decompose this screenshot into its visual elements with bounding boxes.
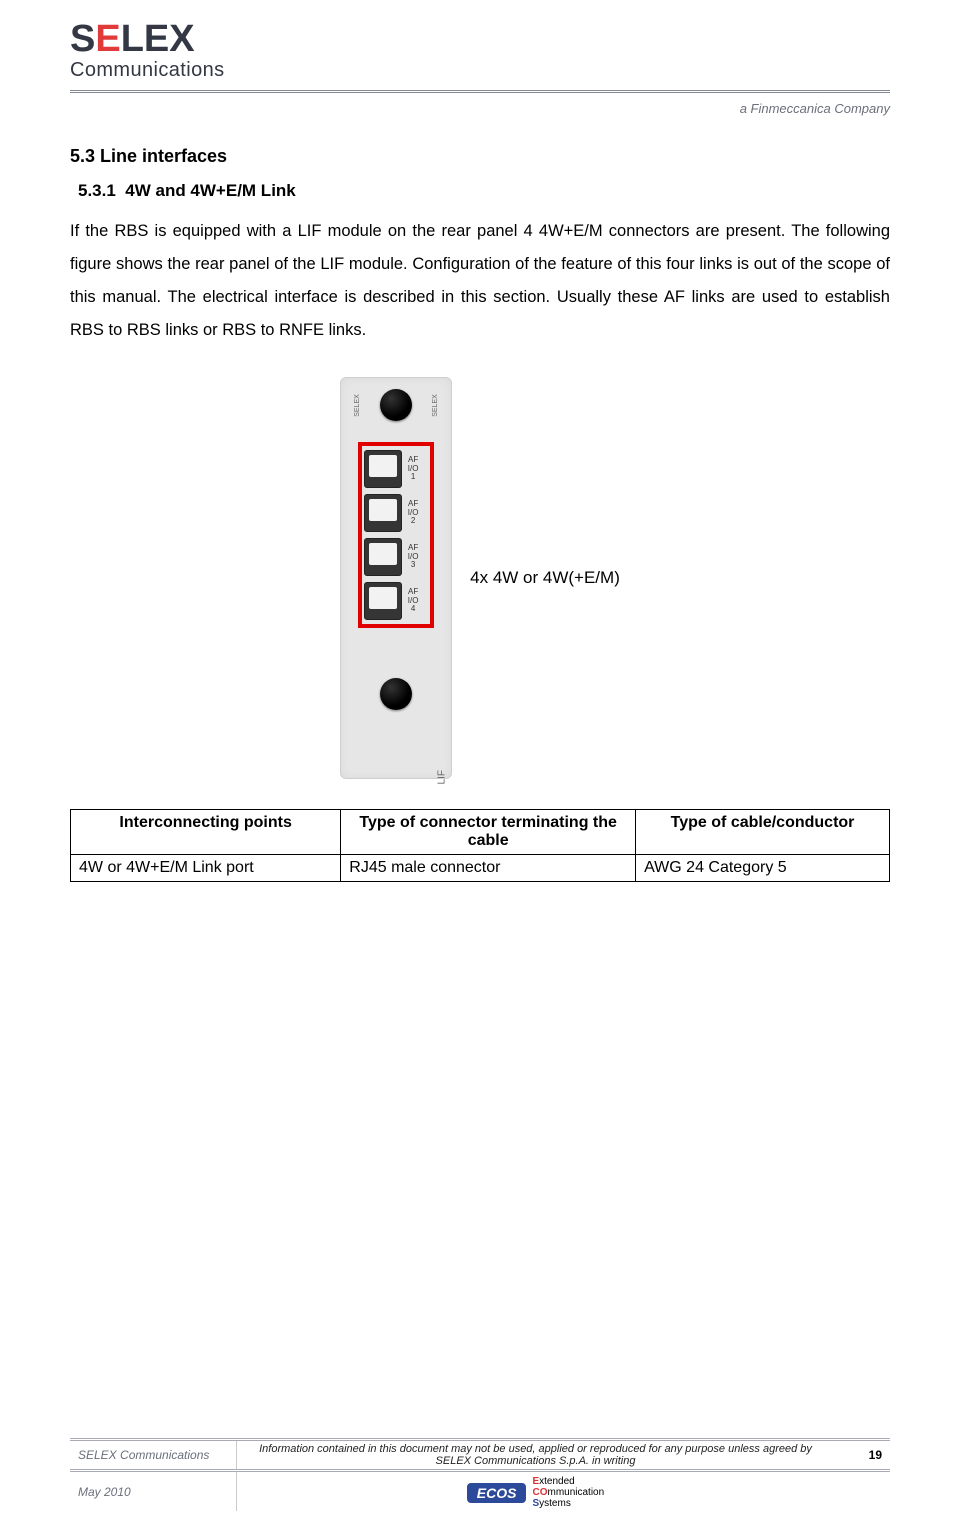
port-label-text: 4 <box>411 604 415 613</box>
port-row: AF I/O 2 <box>364 494 428 532</box>
port-label-text: AF <box>408 543 418 552</box>
page: SELEX Communications a Finmeccanica Comp… <box>0 0 960 1525</box>
port-label-text: I/O <box>408 552 419 561</box>
logo-part-e: E <box>95 18 120 60</box>
table-header: Interconnecting points <box>71 810 341 855</box>
footer-row: SELEX Communications Information contain… <box>70 1440 890 1471</box>
subsection-heading: 5.3.1 4W and 4W+E/M Link <box>78 181 890 201</box>
port-label-text: I/O <box>408 464 419 473</box>
subsection-num: 5.3.1 <box>78 181 116 200</box>
logo-part-s: S <box>70 18 95 60</box>
bottom-knob-icon <box>380 678 412 710</box>
module-brand-right: SELEX <box>432 394 439 417</box>
footer-logo-cell: ECOS Extended COmmunication Systems <box>237 1471 835 1512</box>
port-label-text: AF <box>408 587 418 596</box>
page-header: SELEX Communications a Finmeccanica Comp… <box>70 0 890 116</box>
table-cell: RJ45 male connector <box>341 855 636 882</box>
section-heading: 5.3 Line interfaces <box>70 146 890 167</box>
table-row: 4W or 4W+E/M Link port RJ45 male connect… <box>71 855 890 882</box>
ecos-logo: ECOS Extended COmmunication Systems <box>245 1476 826 1509</box>
table-header-row: Interconnecting points Type of connector… <box>71 810 890 855</box>
top-knob-icon <box>380 389 412 421</box>
figure-caption: 4x 4W or 4W(+E/M) <box>470 568 620 588</box>
table-header: Type of cable/conductor <box>636 810 890 855</box>
port-label-text: AF <box>408 499 418 508</box>
port-label-text: 3 <box>411 560 415 569</box>
logo-part-lex: LEX <box>121 18 195 60</box>
header-rule <box>70 90 890 93</box>
rj45-port-icon <box>364 582 402 620</box>
port-label-text: AF <box>408 455 418 464</box>
port-label-text: I/O <box>408 596 419 605</box>
rj45-port-icon <box>364 538 402 576</box>
port-row: AF I/O 1 <box>364 450 428 488</box>
port-label-text: 1 <box>411 472 415 481</box>
footer-company: SELEX Communications <box>70 1440 237 1471</box>
content: 5.3 Line interfaces 5.3.1 4W and 4W+E/M … <box>70 146 890 882</box>
page-footer: SELEX Communications Information contain… <box>70 1438 890 1511</box>
logo-main: SELEX <box>70 20 890 58</box>
rj45-port-icon <box>364 494 402 532</box>
ecos-tagline: Extended COmmunication Systems <box>532 1476 604 1509</box>
ecos-word: ystems <box>539 1498 571 1509</box>
table-header: Type of connector terminating the cable <box>341 810 636 855</box>
lif-label: LIF <box>436 770 447 784</box>
module-brand-left: SELEX <box>353 394 360 417</box>
port-label-text: 2 <box>411 516 415 525</box>
table-cell: 4W or 4W+E/M Link port <box>71 855 341 882</box>
module-top: SELEX SELEX <box>341 378 451 432</box>
header-tagline: a Finmeccanica Company <box>70 101 890 116</box>
port-label: AF I/O 4 <box>404 588 422 614</box>
subsection-title: 4W and 4W+E/M Link <box>125 181 296 200</box>
ecos-letter: CO <box>532 1487 547 1498</box>
port-label-text: I/O <box>408 508 419 517</box>
port-label: AF I/O 3 <box>404 544 422 570</box>
body-paragraph: If the RBS is equipped with a LIF module… <box>70 215 890 347</box>
footer-table: SELEX Communications Information contain… <box>70 1438 890 1511</box>
spec-table: Interconnecting points Type of connector… <box>70 809 890 882</box>
ecos-badge: ECOS <box>467 1483 527 1503</box>
figure: SELEX SELEX AF I/O 1 <box>70 377 890 779</box>
footer-page-number: 19 <box>834 1440 890 1471</box>
port-row: AF I/O 4 <box>364 582 428 620</box>
logo-sub: Communications <box>70 60 890 80</box>
table-cell: AWG 24 Category 5 <box>636 855 890 882</box>
logo: SELEX Communications <box>70 20 890 80</box>
port-row: AF I/O 3 <box>364 538 428 576</box>
ecos-word: xtended <box>539 1476 575 1487</box>
footer-date: May 2010 <box>70 1471 237 1512</box>
footer-disclaimer: Information contained in this document m… <box>237 1440 835 1471</box>
footer-row: May 2010 ECOS Extended COmmunication Sys… <box>70 1471 890 1512</box>
port-label: AF I/O 2 <box>404 500 422 526</box>
port-label: AF I/O 1 <box>404 456 422 482</box>
lif-module: SELEX SELEX AF I/O 1 <box>340 377 452 779</box>
rj45-port-icon <box>364 450 402 488</box>
ecos-word: mmunication <box>547 1487 604 1498</box>
port-highlight-box: AF I/O 1 AF I/O 2 <box>358 442 434 628</box>
